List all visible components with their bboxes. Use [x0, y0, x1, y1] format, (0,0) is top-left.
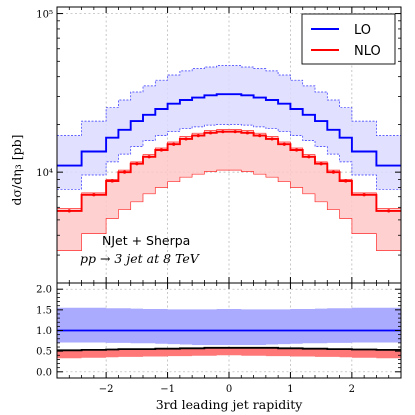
nlo-point [184, 137, 188, 141]
ratio-y-tick-label: 2.0 [36, 285, 52, 296]
lo-central-line [57, 93, 401, 167]
nlo-point [319, 162, 323, 166]
main-y-tick-label: 10⁴ [36, 168, 53, 179]
nlo-band-lower-edge [57, 169, 401, 251]
ratio-bands [57, 307, 401, 359]
legend-box [301, 13, 396, 65]
nlo-point [282, 142, 286, 146]
annotation-process: pp → 3 jet at 8 TeV [80, 251, 201, 266]
ratio-y-tick-label: 0.5 [36, 347, 52, 358]
ratio-lo-band [57, 307, 401, 345]
main-grid [57, 7, 401, 283]
x-axis-title: 3rd leading jet rapidity [156, 397, 303, 412]
lo-band-lower-edge [57, 124, 401, 190]
nlo-point [67, 209, 71, 213]
main-lines [57, 93, 401, 213]
nlo-point [331, 170, 336, 174]
nlo-point [344, 179, 348, 183]
ratio-y-tick-label: 1.0 [36, 326, 52, 337]
ratio-lines [57, 329, 401, 352]
legend-nlo-label: NLO [354, 44, 381, 59]
x-tick-label: 0 [226, 384, 232, 395]
x-tick-label: 2 [349, 384, 355, 395]
lo-band-upper-edge [57, 65, 401, 136]
x-tick-label: 1 [287, 384, 293, 395]
nlo-point [233, 130, 237, 134]
ratio-y-tick-label: 1.5 [36, 305, 52, 316]
nlo-point [387, 209, 391, 213]
ratio-panel: 0.0 0.5 1.0 1.5 2.0 −2 −1 0 1 2 3rd leading jet … [36, 282, 402, 412]
ratio-frame [56, 282, 402, 379]
nlo-point [135, 162, 139, 166]
nlo-point [92, 193, 96, 197]
nlo-point [307, 155, 311, 159]
legend: LO NLO [301, 13, 396, 65]
ratio-nlo-line [57, 346, 401, 352]
main-y-axis-title: dσ/dη₃ [pb] [9, 135, 24, 206]
ratio-x-ticks: −2 −1 0 1 2 [68, 283, 390, 395]
nlo-point [172, 142, 176, 146]
main-y-tick-label: 10⁵ [36, 10, 53, 21]
nlo-point [147, 155, 151, 159]
nlo-point [110, 179, 114, 183]
nlo-point [270, 137, 274, 141]
nlo-point [159, 148, 164, 152]
annotation-generator: NJet + Sherpa [102, 233, 190, 248]
nlo-point [245, 131, 250, 135]
nlo-point [258, 134, 262, 138]
legend-lo-label: LO [354, 23, 371, 38]
nlo-point [221, 130, 225, 134]
ratio-y-tick-label: 0.0 [36, 367, 52, 378]
ratio-nlo-band [57, 347, 401, 359]
nlo-point [122, 170, 127, 174]
x-tick-label: −1 [160, 384, 175, 395]
nlo-central-line [57, 130, 401, 212]
nlo-point [294, 148, 299, 152]
nlo-point [196, 134, 200, 138]
lo-scale-band [57, 65, 401, 190]
x-tick-label: −2 [99, 384, 114, 395]
nlo-point [362, 193, 366, 197]
nlo-point [208, 131, 213, 135]
